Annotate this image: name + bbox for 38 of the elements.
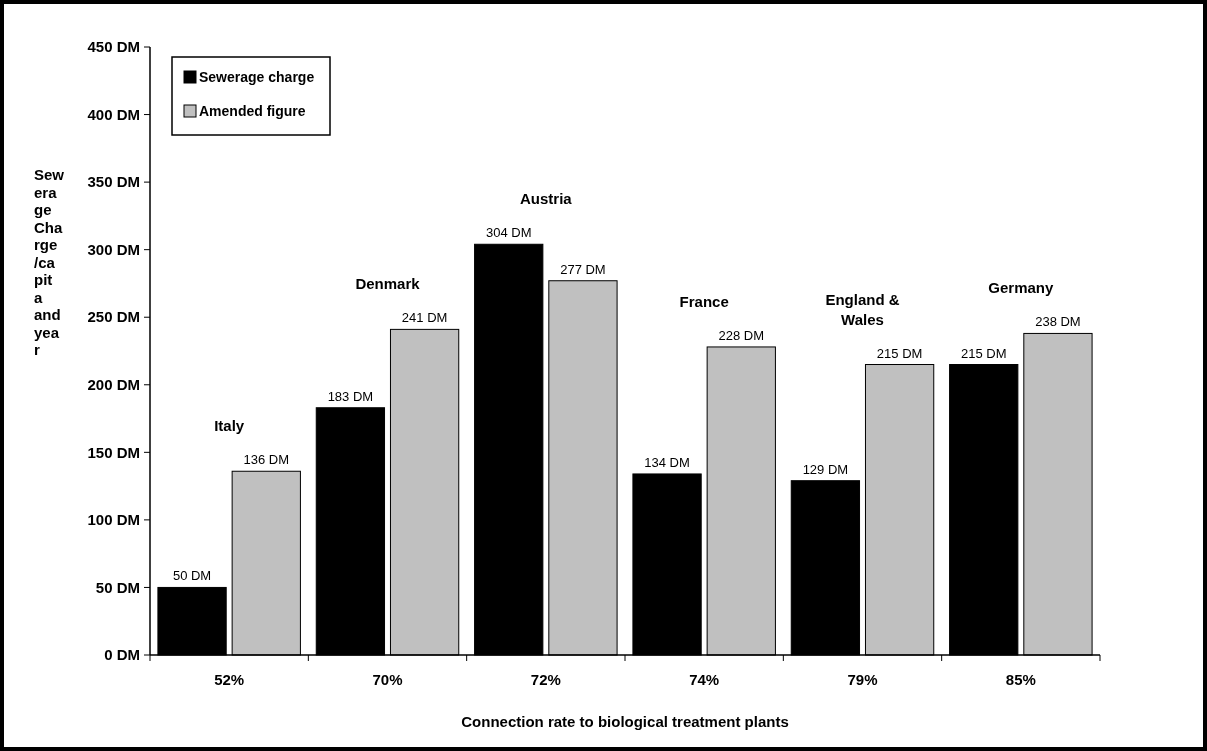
data-label: 183 DM	[327, 388, 374, 404]
data-label: 238 DM	[1035, 314, 1081, 330]
legend-label: Sewerage charge	[199, 68, 315, 85]
data-label: 215 DM	[876, 345, 923, 361]
x-tick-label: 70%	[372, 671, 403, 688]
annotation: Austria	[519, 190, 573, 208]
y-tick-label: 300 DM	[87, 240, 140, 258]
data-label: 50 DM	[172, 568, 212, 584]
y-tick-label: 200 DM	[87, 376, 140, 394]
data-label: 134 DM	[644, 454, 690, 470]
data-label: 215 DM	[960, 345, 1007, 361]
data-label: 228 DM	[718, 327, 765, 343]
x-axis-title: Connection rate to biological treatment plants	[461, 713, 789, 730]
y-tick-label: 50 DM	[95, 578, 140, 596]
annotation: France	[679, 292, 729, 310]
data-label: 277 DM	[560, 261, 606, 277]
x-tick-label: 85%	[1005, 671, 1036, 688]
data-label: 304 DM	[485, 225, 532, 241]
annotation: Germany	[988, 279, 1054, 297]
y-tick-label: 400 DM	[87, 105, 140, 123]
x-tick-label: 52%	[214, 671, 245, 688]
y-tick-label: 250 DM	[87, 308, 140, 326]
annotation: Italy	[214, 417, 245, 435]
y-tick-label: 0 DM	[104, 646, 140, 664]
annotation: Denmark	[355, 275, 421, 293]
y-tick-label: 100 DM	[87, 511, 140, 529]
x-tick-label: 74%	[689, 671, 720, 688]
data-label: 136 DM	[243, 452, 290, 468]
legend-label: Amended figure	[199, 102, 306, 119]
y-tick-label: 150 DM	[87, 443, 140, 461]
x-tick-label: 79%	[847, 671, 878, 688]
data-label: 241 DM	[401, 310, 448, 326]
y-tick-label: 450 DM	[87, 38, 140, 56]
data-label: 129 DM	[802, 461, 849, 477]
x-tick-label: 72%	[530, 671, 561, 688]
text: Sewerage Charge /capita and year	[34, 166, 65, 358]
y-tick-label: 350 DM	[87, 173, 140, 191]
annotation: England & Wales	[825, 290, 900, 328]
